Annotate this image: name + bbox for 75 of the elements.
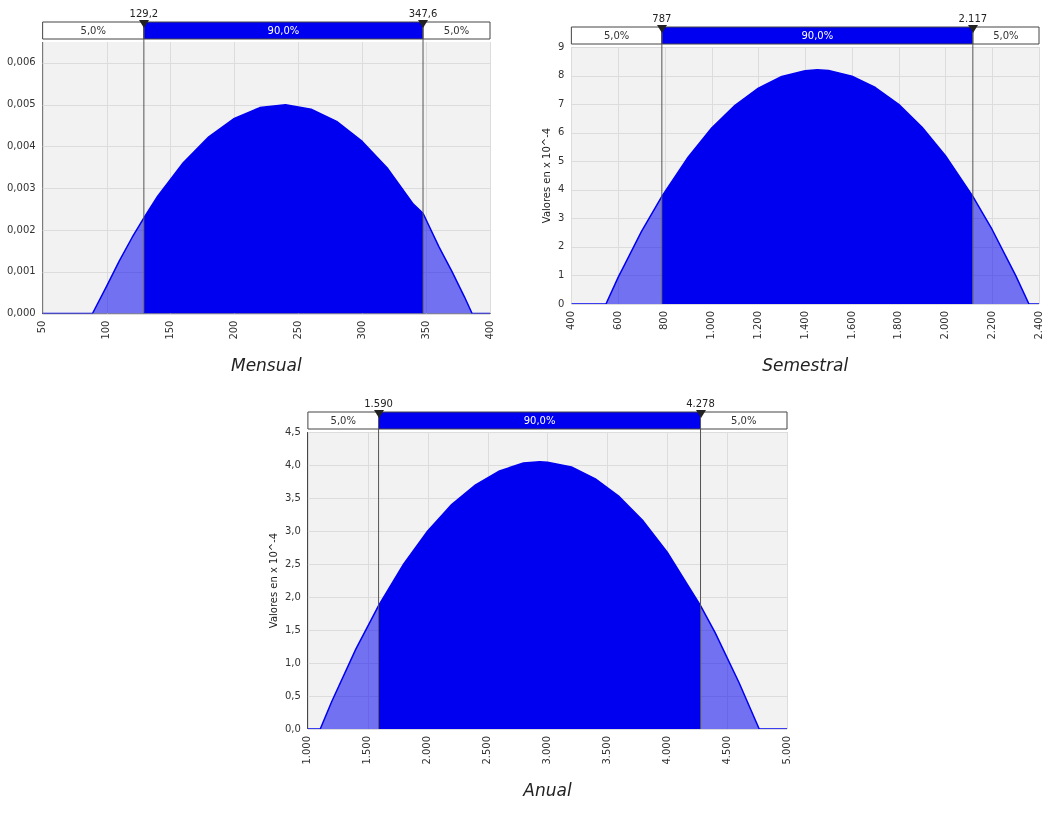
x-tick-label: 600 (611, 310, 623, 331)
y-axis-title: Valores en x 10^-4 (267, 532, 279, 629)
x-tick-label: 1.600 (845, 310, 857, 340)
x-tick-label: 4.500 (720, 735, 732, 765)
x-tick-label: 250 (291, 320, 303, 340)
text: 5,0% (731, 415, 757, 427)
x-tick-label: 800 (658, 310, 670, 331)
y-tick-label: 7 (557, 97, 565, 109)
text: 5,0% (330, 415, 356, 427)
y-tick-label: 1 (557, 269, 565, 281)
y-tick-label: 3,0 (285, 524, 301, 536)
y-tick-label: 4 (557, 183, 565, 195)
y-tick-label: 3,5 (285, 491, 301, 503)
x-tick-label: 2.400 (1032, 310, 1044, 340)
x-tick-label: 1.500 (361, 735, 373, 765)
x-tick-label: 100 (100, 320, 112, 340)
y-tick-label: 0,004 (6, 140, 36, 152)
x-tick-label: 5.000 (780, 735, 792, 765)
x-tick-label: 1.800 (892, 310, 904, 340)
x-tick-label: 300 (355, 320, 367, 340)
text: 90,0% (801, 30, 834, 42)
x-tick-label: 1.000 (705, 310, 717, 340)
y-tick-label: 1,5 (285, 623, 301, 635)
y-tick-label: 0,001 (6, 265, 36, 277)
y-tick-label: 0,5 (285, 689, 301, 701)
y-tick-label: 0,000 (6, 307, 36, 319)
x-tick-label: 2.500 (481, 735, 493, 765)
ref-line-label: 347,6 (408, 7, 438, 19)
y-tick-label: 4,0 (285, 458, 301, 470)
x-axis-title: Mensual (230, 355, 302, 376)
x-tick-label: 4.000 (660, 735, 672, 765)
ref-line-label: 2.117 (958, 12, 988, 24)
x-tick-label: 2.000 (421, 735, 433, 765)
text: 5,0% (80, 25, 106, 37)
text: 5,0% (603, 30, 630, 42)
y-tick-label: 5 (557, 154, 565, 166)
y-tick-label: 9 (557, 40, 565, 52)
x-tick-label: 350 (419, 320, 431, 340)
text: 90,0% (523, 415, 556, 427)
text: 5,0% (993, 30, 1019, 42)
x-axis-title: Anual (522, 780, 572, 801)
y-tick-label: 2,5 (285, 557, 301, 569)
y-tick-label: 0,003 (6, 181, 36, 193)
y-tick-label: 0,006 (6, 56, 36, 68)
y-tick-label: 0,0 (285, 722, 301, 734)
y-tick-label: 6 (557, 126, 565, 138)
x-tick-label: 200 (227, 320, 239, 340)
y-tick-label: 1,0 (285, 656, 301, 668)
ref-line-label: 787 (652, 12, 672, 24)
y-tick-label: 4,5 (285, 425, 301, 437)
text: 90,0% (267, 25, 300, 37)
x-tick-label: 3.500 (600, 735, 612, 765)
x-tick-label: 3.000 (541, 735, 553, 765)
y-tick-label: 2 (557, 240, 565, 252)
x-tick-label: 50 (36, 320, 48, 334)
x-tick-label: 2.200 (985, 310, 997, 340)
x-tick-label: 400 (564, 310, 576, 331)
y-tick-label: 0,002 (6, 223, 36, 235)
x-tick-label: 2.000 (939, 310, 951, 340)
ref-line-label: 129,2 (129, 7, 159, 19)
y-tick-label: 0,005 (6, 98, 36, 110)
x-tick-label: 150 (164, 320, 176, 340)
text: 5,0% (443, 25, 470, 37)
x-tick-label: 1.400 (798, 310, 810, 340)
y-tick-label: 2,0 (285, 590, 301, 602)
y-axis-title: Valores en x 10^-4 (540, 127, 552, 224)
y-tick-label: 0 (557, 297, 565, 309)
x-axis-title: Semestral (762, 355, 849, 376)
ref-line-label: 1.590 (364, 397, 393, 409)
x-tick-label: 1.200 (752, 310, 764, 340)
x-tick-label: 400 (483, 320, 495, 340)
y-tick-label: 8 (557, 69, 565, 81)
ref-line-label: 4.278 (686, 397, 715, 409)
x-tick-label: 1.000 (301, 735, 313, 765)
y-tick-label: 3 (557, 211, 565, 223)
